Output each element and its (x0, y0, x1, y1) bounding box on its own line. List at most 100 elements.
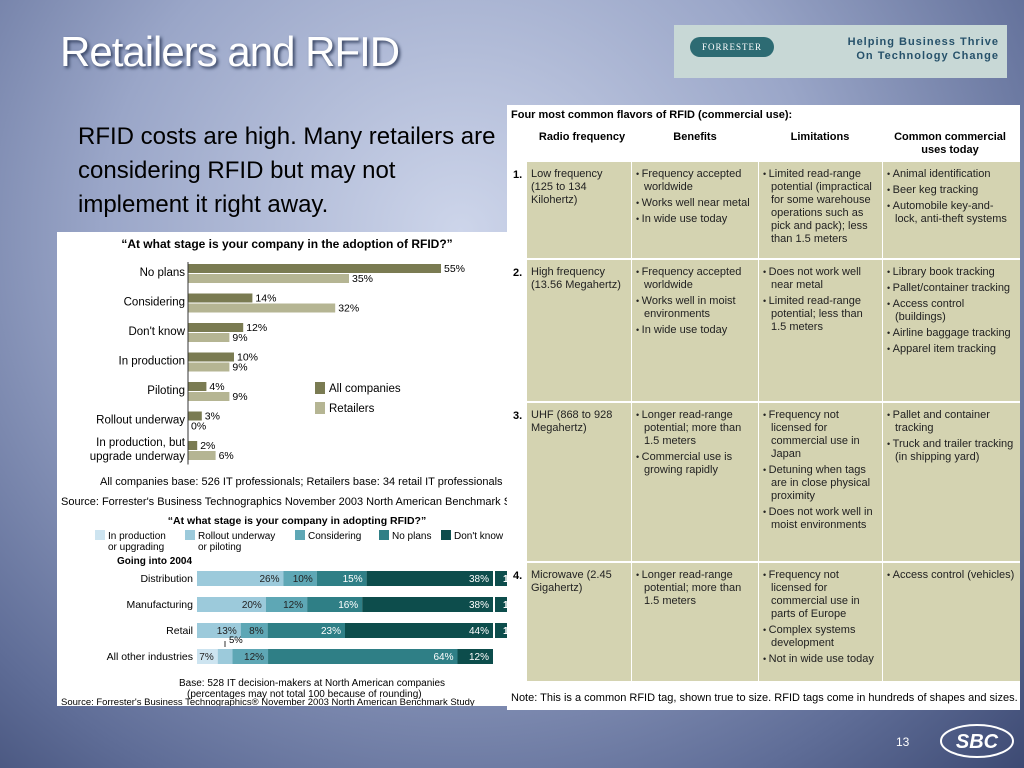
cell-freq: Microwave (2.45 Gigahertz) (527, 563, 631, 681)
chart2-legend-label: Rollout underway (198, 531, 275, 542)
chart2-legend-label: Considering (308, 531, 361, 542)
cell-bullet: In wide use today (636, 324, 754, 337)
chart2-segment (197, 597, 266, 612)
chart2-value-label: 10% (293, 574, 313, 585)
table-row: 1. Low frequency (125 to 134 Kilohertz)Fr… (507, 162, 1020, 258)
cell-bullet: Does not work well in moist environments (763, 506, 878, 532)
chart1-bar (188, 264, 441, 273)
chart2-legend-swatch (95, 530, 105, 540)
chart2-value-label: 12% (244, 652, 264, 663)
header-limitations: Limitations (790, 131, 850, 143)
chart2-segment (283, 571, 317, 586)
chart2-segment (197, 649, 218, 664)
adoption-stage-chart: “At what stage is your company in the ad… (61, 237, 532, 508)
cell-limitations: Limited read-range potential (impractica… (759, 162, 882, 258)
cell-benefits: Frequency accepted worldwide Works well n… (632, 162, 758, 258)
chart1-bar (188, 303, 336, 313)
chart2-subtitle: Going into 2004 (117, 556, 192, 567)
chart2-category-label: All other industries (107, 651, 193, 663)
chart2-legend-label: or upgrading (108, 542, 164, 553)
cell-bullet: Longer read-range potential; more than 1… (636, 569, 754, 608)
chart1-value-label: 10% (237, 352, 258, 364)
chart2-value-label: 12% (469, 652, 489, 663)
cell-bullet: Library book tracking (887, 266, 1016, 279)
chart1-value-label: 12% (246, 322, 267, 334)
cell-benefits: Frequency accepted worldwide Works well i… (632, 260, 758, 401)
cell-uses: Pallet and container tracking Truck and t… (883, 403, 1020, 561)
cell-bullet: Airline baggage tracking (887, 327, 1016, 340)
chart1-bar (188, 451, 216, 460)
chart1-footnote: All companies base: 526 IT professionals… (100, 476, 503, 488)
page-number: 13 (896, 735, 910, 749)
slide-title: Retailers and RFID (60, 28, 400, 75)
cell-bullet: Commercial use is growing rapidly (636, 451, 754, 477)
chart2-dontknow-box (495, 571, 507, 586)
chart1-category-label: Considering (124, 297, 185, 309)
cell-bullet: Automobile key-and-lock, anti-theft syst… (887, 200, 1016, 226)
chart2-dontknow-label: 13% (503, 626, 507, 637)
chart1-category-label: Piloting (147, 385, 185, 397)
svg-text:SBC: SBC (956, 731, 999, 753)
cell-uses: Library book tracking Pallet/container tr… (883, 260, 1020, 401)
cell-bullet: Longer read-range potential; more than 1… (636, 409, 754, 448)
chart2-value-label: 15% (343, 574, 363, 585)
chart2-category-label: Retail (166, 625, 193, 637)
cell-bullet: Frequency not licensed for commercial us… (763, 569, 878, 621)
chart1-legend-label: All companies (329, 383, 401, 395)
chart1-bar (188, 333, 230, 342)
cell-benefits: Longer read-range potential; more than 1… (632, 563, 758, 681)
tagline-line2: On Technology Change (856, 50, 999, 62)
chart2-value-label: 8% (249, 626, 264, 637)
cell-uses: Animal identification Beer keg tracking Au… (883, 162, 1020, 258)
chart1-category-label: No plans (140, 267, 186, 279)
chart1-bar (188, 441, 198, 450)
chart2-category-label: Manufacturing (126, 599, 193, 611)
chart1-value-label: 0% (191, 421, 206, 433)
cell-limitations: Does not work well near metal Limited rea… (759, 260, 882, 401)
chart2-segment (232, 649, 269, 664)
chart1-bar (188, 293, 253, 303)
chart1-bar (188, 274, 349, 283)
table-row: 4. Microwave (2.45 Gigahertz)Longer read-… (507, 563, 1020, 681)
chart1-title: “At what stage is your company in the ad… (121, 237, 452, 251)
cell-bullet: Frequency accepted worldwide (636, 266, 754, 292)
table-heading: Four most common flavors of RFID (commer… (511, 109, 793, 121)
chart2-value-label: 38% (469, 600, 489, 611)
chart1-bar (188, 382, 207, 391)
adopting-rfid-stacked-chart: “At what stage is your company in adopti… (61, 515, 507, 706)
cell-bullet: In wide use today (636, 213, 754, 226)
chart1-bar (188, 323, 244, 332)
chart1-value-label: 4% (209, 381, 224, 393)
chart1-bar (188, 352, 234, 362)
chart2-segment (316, 571, 367, 586)
chart2-value-label: 26% (259, 574, 279, 585)
chart2-legend-swatch (379, 530, 389, 540)
chart2-value-label: 16% (338, 600, 358, 611)
row-number: 3. (513, 410, 523, 422)
sbc-logo: SBC (940, 724, 1014, 758)
chart2-callout-label: 5% (229, 635, 243, 646)
banner-tagline: Helping Business Thrive On Technology Ch… (848, 35, 999, 63)
chart2-value-label: 20% (242, 600, 262, 611)
cell-limitations: Frequency not licensed for commercial us… (759, 563, 882, 681)
chart2-legend-label: Don't know (454, 531, 504, 542)
chart2-segment (217, 649, 233, 664)
row-number: 2. (513, 267, 523, 279)
chart1-value-label: 55% (444, 263, 465, 275)
chart1-legend-swatch (315, 402, 325, 414)
chart1-bar (188, 392, 230, 401)
chart1-legend-swatch (315, 382, 325, 394)
forrester-banner: FORRESTER Helping Business Thrive On Tec… (674, 25, 1007, 78)
chart1-category-label: Don't know (128, 326, 185, 338)
cell-bullet: Apparel item tracking (887, 343, 1016, 356)
chart2-segment (307, 597, 363, 612)
chart1-bar (188, 411, 202, 421)
chart2-dontknow-box (495, 597, 507, 612)
chart1-value-label: 14% (255, 293, 276, 305)
header-uses: Common commercial uses today (894, 131, 1006, 156)
chart2-value-label: 23% (321, 626, 341, 637)
left-charts-panel: “At what stage is your company in the ad… (57, 232, 532, 706)
cell-bullet: Access control (buildings) (887, 298, 1016, 324)
chart1-value-label: 9% (232, 362, 247, 374)
chart2-dontknow-label: 14% (503, 600, 507, 611)
